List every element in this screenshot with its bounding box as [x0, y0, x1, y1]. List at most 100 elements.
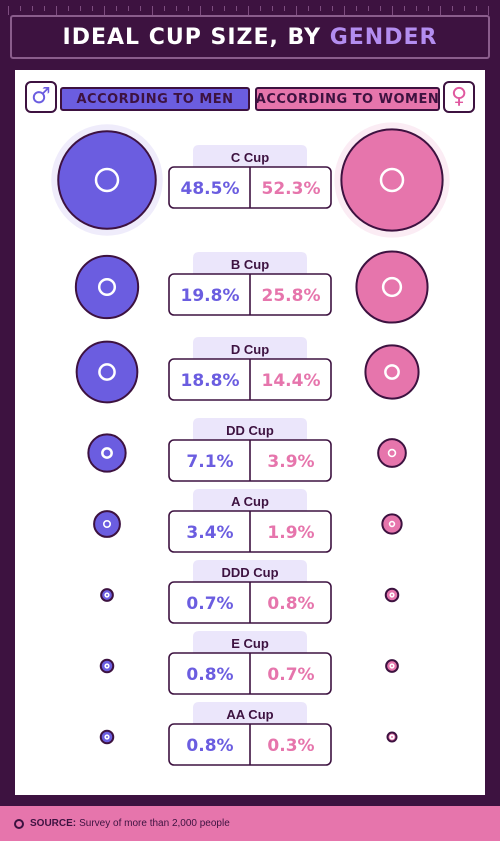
- title-box: IDEAL CUP SIZE, BY GENDER: [10, 15, 490, 59]
- men-bubble: [99, 729, 115, 745]
- category-label-tab: [193, 337, 307, 359]
- men-value: 3.4%: [186, 523, 233, 543]
- women-bubble: [381, 513, 403, 535]
- men-bubble-ring: [104, 734, 110, 740]
- ruler-tick: [116, 6, 117, 11]
- women-bubble: [340, 128, 444, 232]
- women-bubble: [377, 438, 407, 468]
- ruler-tick: [20, 6, 21, 11]
- ruler-tick: [428, 6, 429, 11]
- ruler-tick: [140, 6, 141, 11]
- ruler-tick: [416, 6, 417, 11]
- ruler-tick: [380, 6, 381, 11]
- ruler-tick: [44, 6, 45, 11]
- women-bubble-ring: [387, 448, 397, 458]
- ruler-tick: [464, 6, 465, 11]
- women-value: 3.9%: [267, 452, 314, 472]
- men-bubble-ring: [102, 519, 112, 529]
- legend-men: ACCORDING TO MEN: [60, 87, 250, 111]
- women-bubble-ring: [381, 276, 403, 298]
- ruler-tick: [32, 6, 33, 11]
- women-bubble-ring: [389, 734, 395, 740]
- ruler-tick: [128, 6, 129, 11]
- category-label: DDD Cup: [221, 565, 278, 580]
- ruler-tick: [356, 6, 357, 11]
- title-accent: GENDER: [329, 24, 438, 50]
- category-label-tab: [193, 489, 307, 511]
- men-bubble: [57, 130, 157, 230]
- ruler-tick: [248, 6, 249, 15]
- category-label-tab: [193, 631, 307, 653]
- ruler-tick: [404, 6, 405, 11]
- category-label: C Cup: [231, 150, 269, 165]
- women-bubble-ring: [388, 520, 396, 528]
- women-bubble-ring: [384, 364, 400, 380]
- ruler-tick: [452, 6, 453, 11]
- women-bubble-ring: [379, 167, 405, 193]
- men-value: 48.5%: [181, 179, 240, 199]
- legend-women: ACCORDING TO WOMEN: [255, 87, 440, 111]
- ruler-tick: [224, 6, 225, 11]
- ruler-tick: [488, 6, 489, 15]
- men-value: 0.8%: [186, 736, 233, 756]
- men-bubble-ring: [97, 277, 117, 297]
- women-value: 52.3%: [262, 179, 321, 199]
- ruler-tick: [8, 6, 9, 15]
- ruler-tick: [236, 6, 237, 11]
- women-value: 0.3%: [267, 736, 314, 756]
- men-bubble-ring: [94, 167, 120, 193]
- ruler-tick: [320, 6, 321, 11]
- ruler-tick: [368, 6, 369, 11]
- ruler-tick: [104, 6, 105, 15]
- ruler-tick: [188, 6, 189, 11]
- category-label: AA Cup: [226, 707, 273, 722]
- women-bubble-ring: [389, 592, 395, 598]
- men-bubble-ring: [104, 663, 110, 669]
- ruler-tick: [284, 6, 285, 11]
- men-bubble: [74, 254, 140, 320]
- title-main: IDEAL CUP SIZE, BY: [62, 24, 330, 50]
- category-label-tab: [193, 145, 307, 167]
- women-value: 0.8%: [267, 594, 314, 614]
- women-bubble: [384, 587, 400, 603]
- men-bubble-ring: [104, 592, 110, 598]
- ruler-tick: [332, 6, 333, 11]
- footer: SOURCE: Survey of more than 2,000 people: [0, 806, 500, 841]
- ruler-tick: [260, 6, 261, 11]
- ruler-tick: [296, 6, 297, 15]
- chart-title: IDEAL CUP SIZE, BY GENDER: [63, 25, 438, 50]
- women-value: 25.8%: [262, 286, 321, 306]
- men-bubble-ring: [101, 447, 113, 459]
- men-bubble: [93, 510, 121, 538]
- ruler-tick: [176, 6, 177, 11]
- men-value: 0.8%: [186, 665, 233, 685]
- ruler-tick: [308, 6, 309, 11]
- ruler-tick: [440, 6, 441, 15]
- category-label: D Cup: [231, 342, 269, 357]
- category-label: B Cup: [231, 257, 269, 272]
- ruler-tick: [80, 6, 81, 11]
- male-symbol-icon: ♂: [25, 81, 57, 113]
- right-border: [485, 70, 500, 795]
- women-value: 0.7%: [267, 665, 314, 685]
- category-label: A Cup: [231, 494, 269, 509]
- source-ring-icon: [14, 818, 24, 829]
- category-label-tab: [193, 252, 307, 274]
- women-bubble-ring: [389, 663, 395, 669]
- header: IDEAL CUP SIZE, BY GENDER: [0, 0, 500, 70]
- women-value: 14.4%: [262, 371, 321, 391]
- source-text: Survey of more than 2,000 people: [79, 818, 230, 829]
- men-bubble-ring: [98, 363, 116, 381]
- decorative-ruler: [8, 6, 492, 16]
- ruler-tick: [272, 6, 273, 11]
- men-value: 18.8%: [181, 371, 240, 391]
- men-bubble: [75, 340, 139, 404]
- category-label-tab: [193, 418, 307, 440]
- category-label-tab: [193, 560, 307, 582]
- ruler-tick: [212, 6, 213, 11]
- men-value: 19.8%: [181, 286, 240, 306]
- ruler-tick: [200, 6, 201, 15]
- men-value: 0.7%: [186, 594, 233, 614]
- ruler-tick: [152, 6, 153, 15]
